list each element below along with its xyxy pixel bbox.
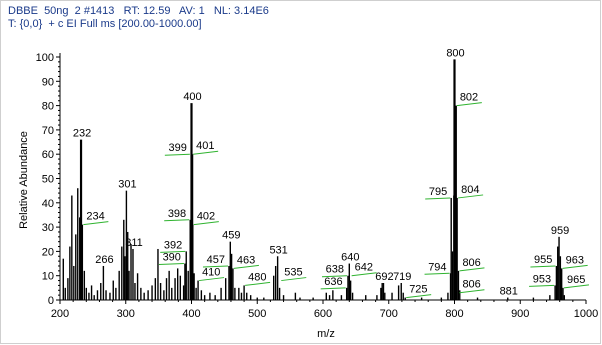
peak-label-leader — [202, 265, 228, 268]
peak-label: 392 — [164, 239, 182, 251]
peak-label-leader — [424, 272, 450, 275]
y-tick-label: 50 — [42, 174, 54, 186]
y-tick-label: 30 — [42, 222, 54, 234]
y-tick-label: 70 — [42, 125, 54, 137]
peak-label-leader — [245, 281, 271, 286]
peak-label-leader — [164, 153, 190, 156]
peak-label-leader — [233, 264, 259, 269]
peak-label: 301 — [118, 179, 136, 191]
y-tick-label: 40 — [42, 198, 54, 210]
peak-label: 638 — [326, 264, 344, 276]
peak-label: 398 — [168, 208, 186, 220]
peak-label: 719 — [393, 271, 411, 283]
peak-label: 480 — [248, 271, 266, 283]
y-tick-label: 100 — [36, 52, 54, 64]
peak-label: 881 — [500, 286, 518, 298]
peak-label: 402 — [197, 211, 215, 223]
x-tick-label: 600 — [314, 308, 332, 320]
peak-label: 401 — [196, 140, 214, 152]
peak-label: 311 — [125, 237, 143, 249]
x-tick-label: 400 — [182, 308, 200, 320]
peak-label-leader — [281, 277, 307, 282]
peak-label-leader — [193, 221, 219, 226]
peak-label: 642 — [355, 262, 373, 274]
peak-label: 963 — [566, 254, 584, 266]
peak-label: 965 — [567, 274, 585, 286]
peak-label-leader — [158, 263, 184, 266]
peak-label: 640 — [341, 252, 359, 264]
peak-label: 959 — [551, 225, 569, 237]
peak-label: 400 — [183, 91, 201, 103]
peak-label: 806 — [462, 257, 480, 269]
x-tick-label: 700 — [380, 308, 398, 320]
peak-label: 725 — [409, 284, 427, 296]
peak-label-leader — [459, 267, 485, 272]
peak-label: 399 — [168, 142, 186, 154]
x-tick-label: 1000 — [574, 308, 598, 320]
peak-label-leader — [83, 221, 109, 226]
peak-label: 531 — [269, 244, 287, 256]
peak-label: 410 — [202, 267, 220, 279]
peak-label-leader — [530, 265, 556, 268]
peak-label: 457 — [207, 254, 225, 266]
peak-label: 636 — [324, 276, 342, 288]
peak-label: 955 — [534, 254, 552, 266]
x-tick-label: 900 — [511, 308, 529, 320]
peak-label: 795 — [429, 186, 447, 198]
peak-label: 463 — [237, 254, 255, 266]
peak-label: 794 — [428, 261, 446, 273]
scan-header-line-2: T: {0,0} + c EI Full ms [200.00-1000.00] — [8, 18, 202, 30]
x-tick-label: 200 — [51, 308, 69, 320]
peak-label-leader — [321, 275, 348, 278]
y-tick-label: 0 — [48, 295, 54, 307]
peak-label: 804 — [461, 184, 479, 196]
peak-label: 953 — [533, 273, 551, 285]
y-tick-label: 90 — [42, 76, 54, 88]
peak-label: 266 — [95, 254, 113, 266]
y-tick-label: 80 — [42, 101, 54, 113]
peak-label: 234 — [86, 211, 104, 223]
peak-label: 800 — [446, 47, 464, 59]
y-tick-label: 60 — [42, 149, 54, 161]
peak-label-leader — [351, 272, 377, 277]
peak-label-leader — [425, 197, 451, 200]
peak-label: 692 — [375, 271, 393, 283]
peak-label: 802 — [460, 92, 478, 104]
peak-label-leader — [164, 219, 190, 222]
x-tick-label: 500 — [248, 308, 266, 320]
peak-label: 535 — [284, 267, 302, 279]
y-tick-label: 20 — [42, 246, 54, 258]
peak-label-leader — [459, 289, 485, 294]
peak-label-leader — [563, 284, 590, 289]
x-axis-label: m/z — [317, 328, 335, 340]
peak-label-leader — [320, 287, 346, 290]
peak-label-leader — [160, 250, 186, 253]
peak-label: 390 — [163, 252, 181, 264]
peak-label: 806 — [462, 279, 480, 291]
scan-header-line-1: DBBE 50ng 2 #1413 RT: 12.59 AV: 1 NL: 3.… — [8, 5, 269, 17]
peak-label-leader — [529, 284, 555, 287]
peak-label-leader — [456, 102, 482, 107]
peak-label-leader — [458, 194, 484, 199]
peak-label-leader — [406, 294, 432, 299]
x-tick-label: 800 — [445, 308, 463, 320]
peak-label: 459 — [222, 230, 240, 242]
y-tick-label: 10 — [42, 271, 54, 283]
x-tick-label: 300 — [117, 308, 135, 320]
peak-label-leader — [562, 264, 588, 269]
peaks-group — [62, 59, 566, 300]
peak-label-leader — [199, 277, 225, 282]
y-axis-label: Relative Abundance — [18, 131, 30, 229]
peak-label-leader — [193, 150, 219, 155]
peak-label: 232 — [73, 128, 91, 140]
axes-group: 0 10 20 30 40 50 60 70 80 90 100 200 300 400 500 600 700… — [36, 52, 599, 320]
